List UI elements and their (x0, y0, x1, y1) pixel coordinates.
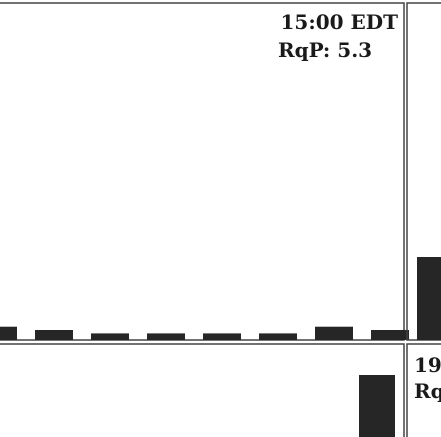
bar-group-top-right (417, 257, 441, 340)
bar-group-top-left (0, 326, 409, 340)
chart-panel-top-right (406, 2, 441, 341)
bar-top-right-0 (417, 257, 441, 340)
bar-top-left-5 (259, 333, 297, 340)
panel-time-label-bottom-right: 19 (414, 353, 441, 377)
panel-frame-bottom-right (406, 343, 441, 437)
bar-top-left-2 (91, 333, 129, 340)
chart-panel-bottom-left (0, 343, 405, 437)
chart-panel-top-left: 15:00 EDT RqP: 5.3 (0, 2, 409, 341)
bar-top-left-0 (0, 326, 17, 340)
bar-top-left-4 (203, 333, 241, 340)
panel-rqp-label-bottom-right: Rq (414, 379, 441, 403)
panel-frame-top-left (0, 2, 405, 341)
bar-bottom-left-0 (359, 375, 395, 437)
bar-top-left-6 (315, 326, 353, 340)
bar-top-left-1 (35, 330, 73, 340)
chart-panel-bottom-right: 19 Rq (406, 343, 441, 437)
bar-group-bottom-left (359, 375, 395, 437)
bar-top-left-3 (147, 333, 185, 340)
panel-time-label-top-left: 15:00 EDT (281, 10, 399, 34)
panel-frame-bottom-left (0, 343, 405, 437)
panel-rqp-label-top-left: RqP: 5.3 (278, 38, 372, 62)
bar-top-left-7 (371, 330, 409, 340)
